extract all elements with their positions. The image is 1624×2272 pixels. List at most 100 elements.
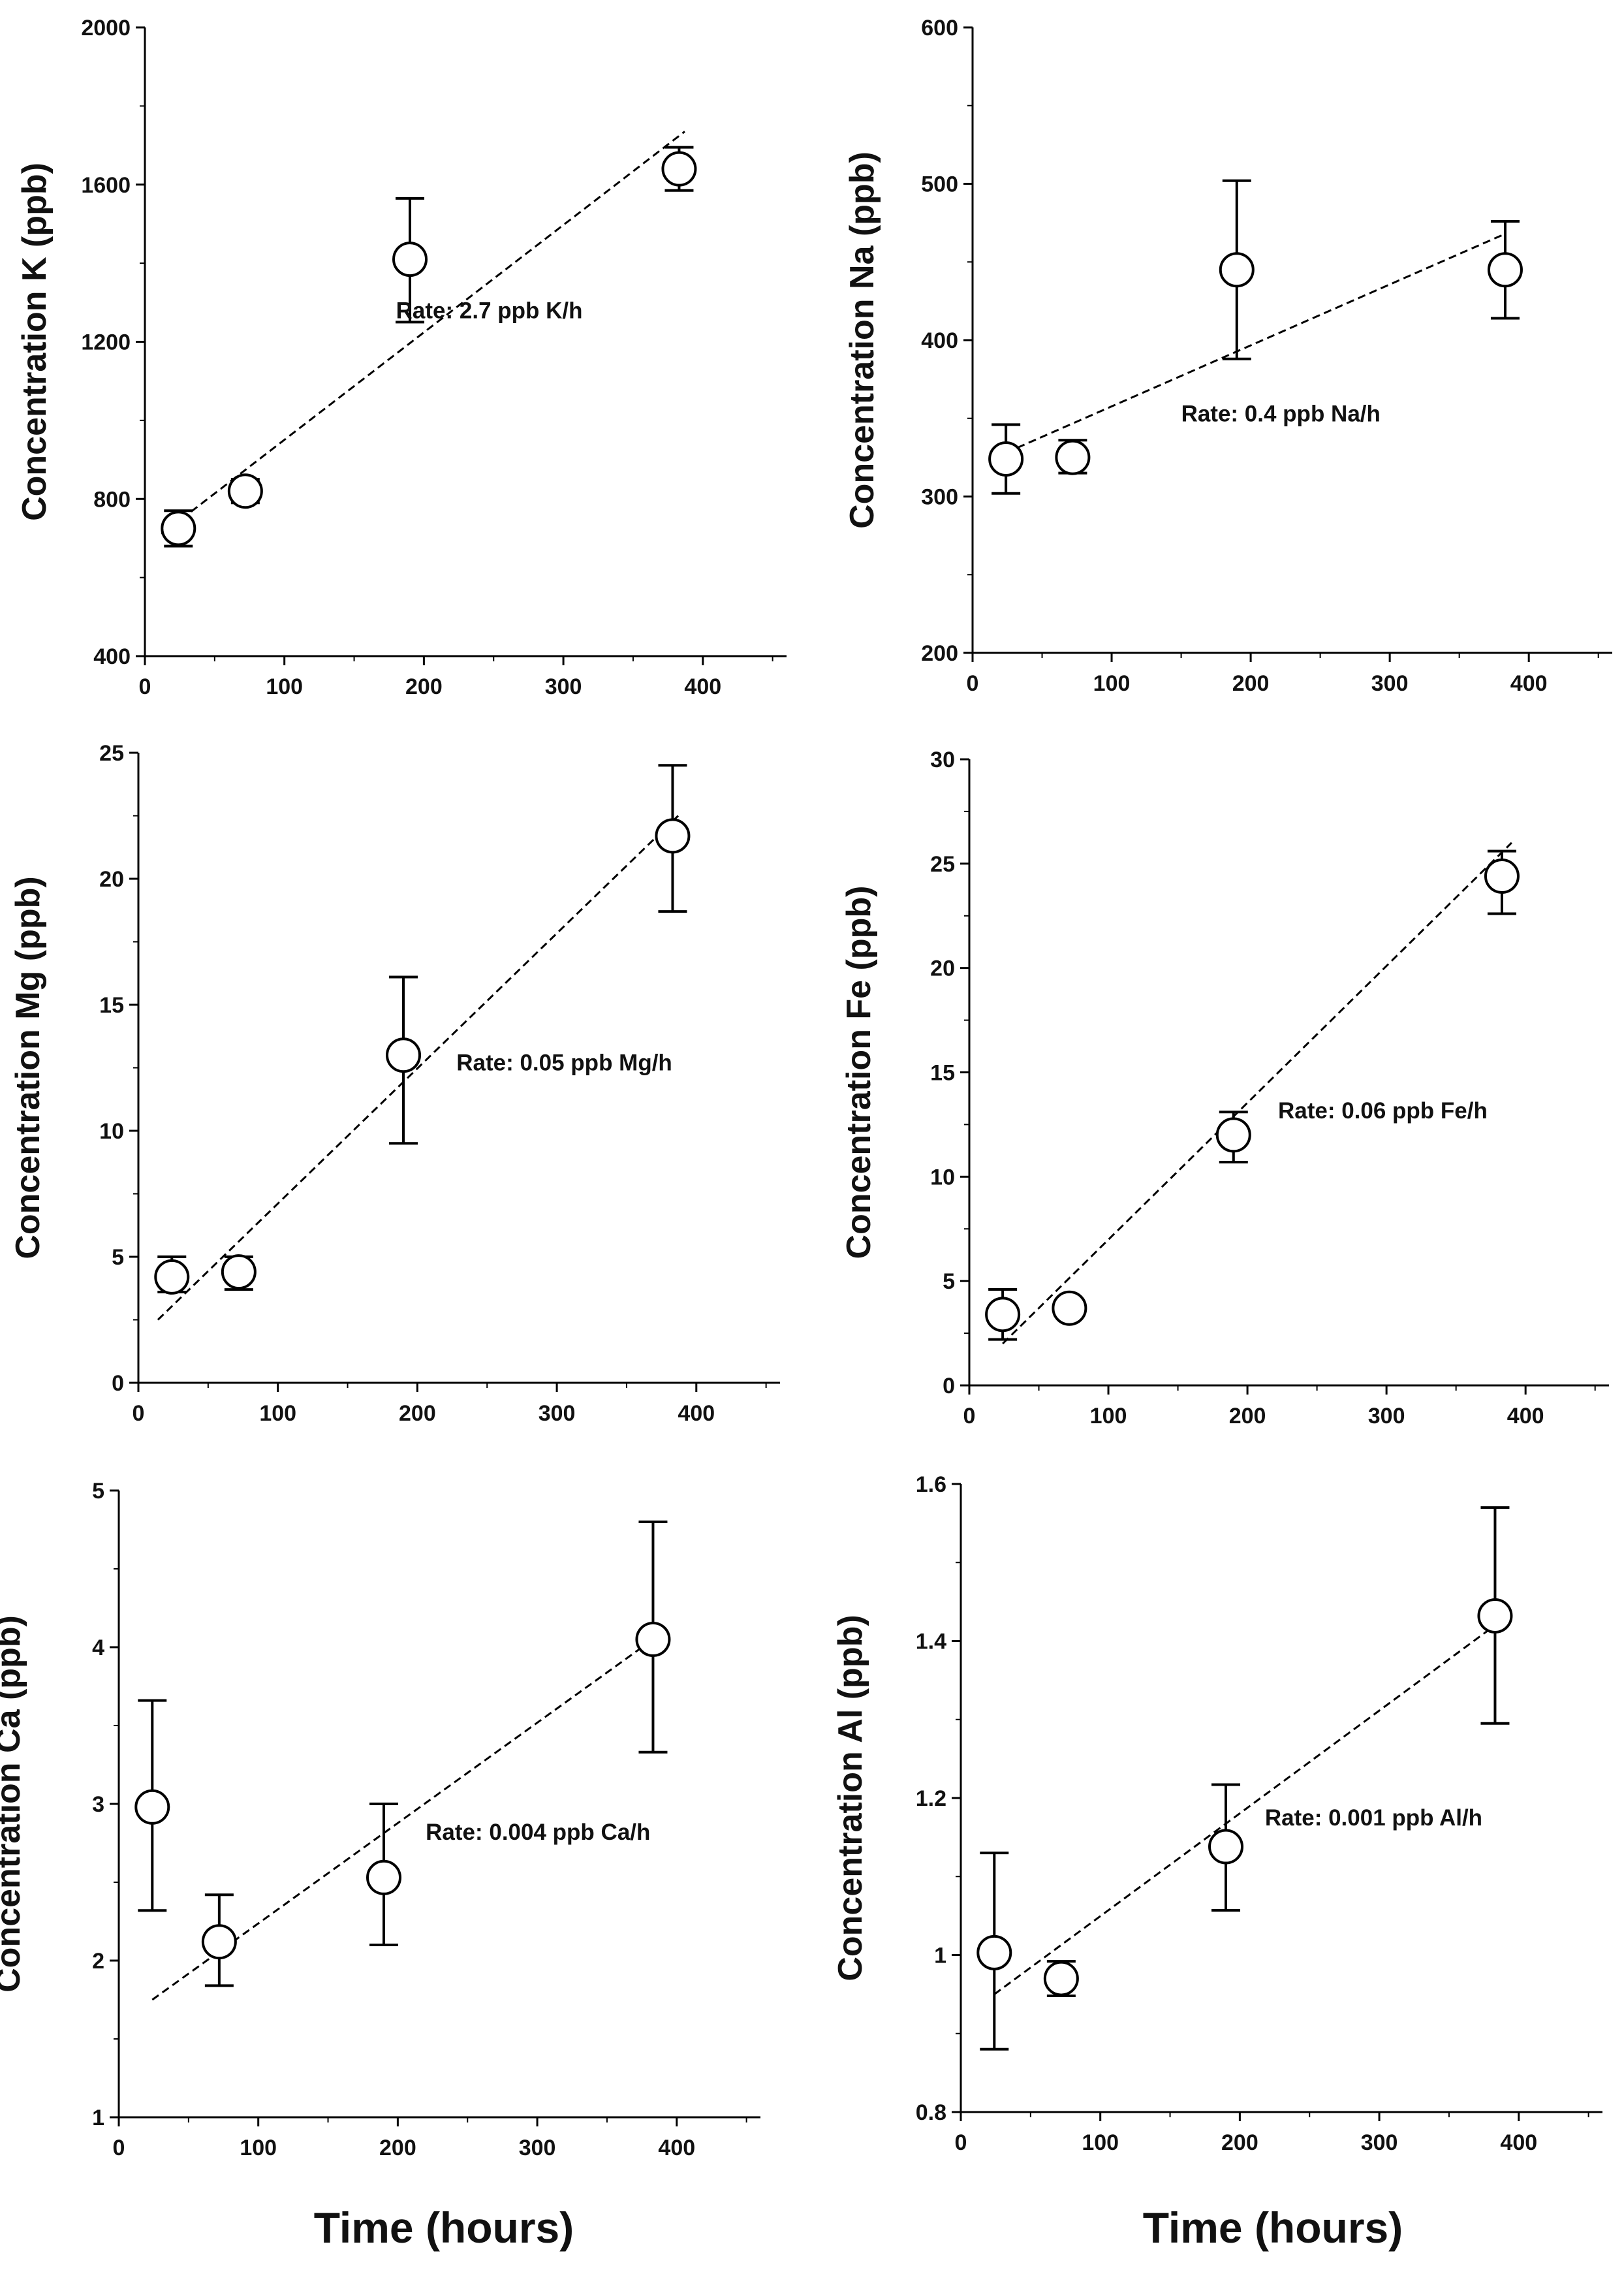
data-point: [134, 1789, 170, 1825]
x-tick-label: 400: [1507, 1404, 1544, 1428]
x-tick-label: 200: [405, 674, 443, 699]
x-tick-label: 0: [113, 2136, 125, 2160]
y-tick-label: 0: [112, 1371, 124, 1396]
data-point: [1484, 859, 1520, 894]
x-tick-label: 300: [539, 1401, 576, 1426]
data-point: [161, 511, 196, 546]
fit-line: [1002, 842, 1512, 1345]
x-tick-label: 0: [139, 674, 151, 699]
y-tick-label: 400: [93, 644, 131, 669]
y-axis-title: Concentration Mg (ppb): [9, 876, 47, 1259]
y-tick-label: 1200: [81, 330, 131, 355]
chart-panel-4: 0 100 200 300 400 0 5 10 15 20 25 30 Concentration F…: [840, 748, 1609, 1428]
data-point: [1487, 252, 1523, 288]
x-tick-label: 300: [1368, 1404, 1405, 1428]
x-tick-label: 200: [1221, 2130, 1258, 2155]
y-tick-label: 1.6: [916, 1472, 946, 1497]
y-tick-label: 3: [92, 1792, 104, 1817]
data-point: [1055, 439, 1091, 475]
data-point: [635, 1622, 671, 1657]
y-tick-label: 10: [99, 1119, 124, 1144]
data-point: [655, 818, 691, 854]
x-tick-label: 100: [266, 674, 303, 699]
y-axis-title: Concentration Na (ppb): [843, 151, 881, 529]
chart-panel-1: 0 100 200 300 400 400 800 1200 1600 2000 Concentra…: [16, 16, 787, 699]
x-tick-label: 300: [545, 674, 582, 699]
data-point: [227, 473, 263, 509]
data-point: [1043, 1961, 1079, 1996]
data-point: [1208, 1829, 1244, 1865]
y-tick-label: 200: [921, 641, 958, 666]
x-tick-label: 300: [519, 2136, 556, 2160]
rate-annotation: Rate: 0.05 ppb Mg/h: [456, 1050, 672, 1075]
data-point: [201, 1924, 237, 1960]
x-tick-label: 400: [658, 2136, 695, 2160]
y-tick-label: 1.2: [916, 1786, 946, 1811]
y-tick-label: 800: [93, 487, 131, 512]
data-point: [1052, 1290, 1087, 1326]
data-point: [1219, 252, 1255, 288]
y-tick-label: 2000: [81, 16, 131, 40]
x-tick-label: 300: [1361, 2130, 1398, 2155]
data-point: [221, 1254, 257, 1290]
x-tick-label: 0: [967, 671, 979, 696]
y-tick-label: 5: [112, 1245, 124, 1270]
data-point: [1215, 1117, 1251, 1153]
y-tick-label: 15: [930, 1061, 955, 1086]
y-tick-label: 15: [99, 993, 124, 1018]
x-tick-label: 200: [399, 1401, 436, 1426]
fit-line: [1005, 232, 1506, 454]
y-tick-label: 400: [921, 328, 958, 353]
x-tick-label: 400: [684, 674, 721, 699]
rate-annotation: Rate: 0.06 ppb Fe/h: [1278, 1098, 1488, 1124]
y-tick-label: 0.8: [916, 2100, 946, 2125]
data-point: [366, 1859, 402, 1895]
x-tick-label: 400: [1510, 671, 1548, 696]
x-tick-label: 100: [1082, 2130, 1119, 2155]
x-tick-label: 300: [1371, 671, 1409, 696]
y-tick-label: 5: [92, 1479, 104, 1504]
x-tick-label: 200: [1232, 671, 1270, 696]
data-point: [1477, 1598, 1513, 1634]
y-tick-label: 2: [92, 1949, 104, 1974]
x-tick-label: 100: [1090, 1404, 1127, 1428]
data-point: [976, 1934, 1012, 1970]
y-tick-label: 4: [92, 1635, 104, 1660]
y-axis-title: Concentration Al (ppb): [832, 1615, 869, 1981]
y-tick-label: 5: [943, 1269, 955, 1294]
y-tick-label: 1600: [81, 173, 131, 198]
y-tick-label: 20: [99, 867, 124, 892]
chart-panel-3: 0 100 200 300 400 0 5 10 15 20 25 Concentration Mg …: [9, 741, 780, 1426]
data-point: [988, 441, 1024, 477]
chart-panel-6: 0 100 200 300 400 0.8 1 1.2 1.4 1.6 Concentration …: [832, 1472, 1602, 2155]
x-tick-label: 100: [1093, 671, 1131, 696]
x-axis-title-right: Time (hours): [1143, 2203, 1403, 2252]
data-point: [985, 1297, 1021, 1333]
y-tick-label: 25: [930, 852, 955, 877]
data-point: [392, 242, 428, 277]
y-axis-title: Concentration K (ppb): [16, 163, 54, 521]
y-tick-label: 10: [930, 1165, 955, 1190]
y-tick-label: 20: [930, 956, 955, 981]
y-tick-label: 500: [921, 172, 958, 197]
y-axis-title: Concentration Ca (ppb): [0, 1615, 27, 1993]
rate-annotation: Rate: 0.4 ppb Na/h: [1181, 402, 1381, 427]
x-tick-label: 200: [1229, 1404, 1266, 1428]
x-tick-label: 100: [240, 2136, 277, 2160]
chart-panel-5: 0 100 200 300 400 1 2 3 4 5 Concentration Ca (ppb)…: [0, 1479, 760, 2160]
y-tick-label: 600: [921, 16, 958, 40]
x-tick-label: 400: [678, 1401, 715, 1426]
x-tick-label: 0: [133, 1401, 145, 1426]
y-tick-label: 1: [934, 1944, 946, 1968]
fit-line: [161, 131, 685, 535]
data-point: [154, 1259, 190, 1295]
y-tick-label: 30: [930, 748, 955, 772]
y-tick-label: 0: [943, 1374, 955, 1398]
x-tick-label: 0: [963, 1404, 976, 1428]
y-axis-title: Concentration Fe (ppb): [840, 886, 878, 1259]
x-axis-title-left: Time (hours): [314, 2203, 574, 2252]
y-tick-label: 25: [99, 741, 124, 766]
data-point: [386, 1037, 422, 1073]
rate-annotation: Rate: 2.7 ppb K/h: [396, 298, 583, 323]
